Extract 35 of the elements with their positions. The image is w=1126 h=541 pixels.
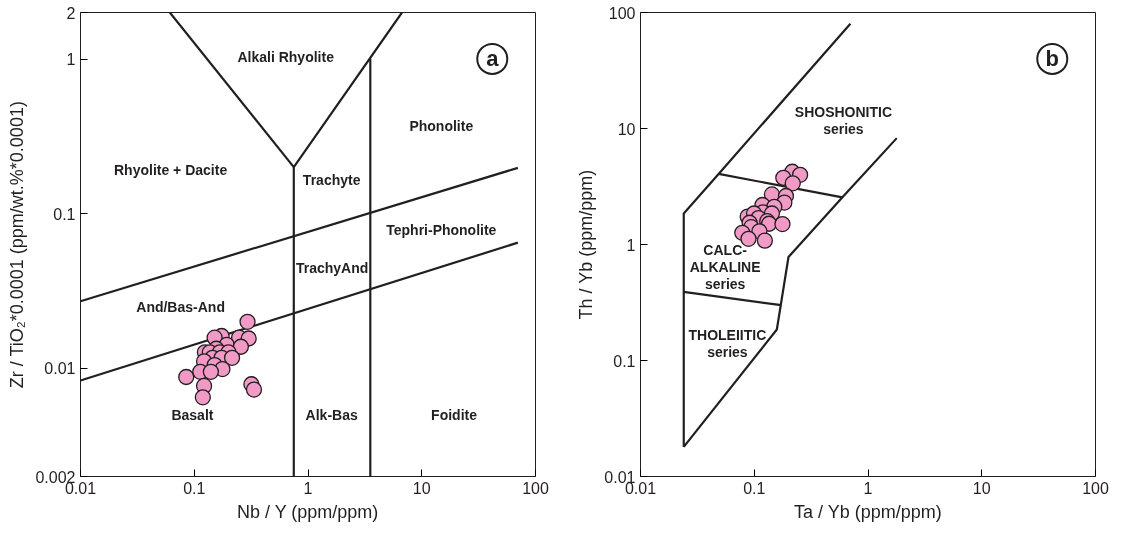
y-axis-title: Th / Yb (ppm/ppm) (576, 169, 597, 320)
annotation: Basalt (171, 406, 214, 423)
annotation: CALC- ALKALINE series (689, 242, 761, 293)
x-tick-label: 10 (972, 479, 991, 497)
annotation: b (1045, 46, 1060, 72)
annotation: a (486, 46, 500, 72)
annotation: Alk-Bas (305, 406, 358, 423)
annotation: Trachyte (302, 171, 361, 188)
y-axis-title: Zr / TiO₂*0.0001 (ppm/wt.%*0.0001) (7, 101, 28, 389)
y-tick-label: 0.1 (613, 352, 636, 370)
annotation: THOLEIITIC series (688, 326, 767, 360)
y-tick-label: 2 (66, 4, 76, 22)
y-tick-label: 100 (608, 4, 636, 22)
annotation: TrachyAnd (295, 260, 369, 277)
x-tick-label: 100 (1082, 479, 1109, 497)
x-tick-label: 0.1 (743, 479, 766, 497)
annotation: Rhyolite + Dacite (113, 161, 228, 178)
y-tick-label: 10 (617, 120, 636, 138)
x-tick-label: 1 (303, 479, 313, 497)
x-axis-title: Ta / Yb (ppm/ppm) (793, 501, 942, 522)
annotation: Alkali Rhyolite (237, 48, 335, 65)
annotation: Tephri-Phonolite (386, 221, 497, 238)
x-tick-label: 100 (522, 479, 549, 497)
y-tick-label: 0.01 (44, 360, 76, 378)
x-tick-label: 0.1 (183, 479, 206, 497)
x-axis-title: Nb / Y (ppm/ppm) (236, 501, 379, 522)
annotation: SHOSHONITIC series (794, 103, 893, 137)
annotation: And/Bas-And (136, 298, 225, 315)
y-tick-label: 1 (626, 236, 636, 254)
y-tick-label: 0.1 (53, 205, 76, 223)
annotation: Phonolite (409, 118, 474, 135)
x-tick-label: 1 (863, 479, 873, 497)
y-tick-label: 1 (66, 51, 76, 69)
x-tick-label: 10 (412, 479, 431, 497)
annotation: Foidite (431, 406, 478, 423)
